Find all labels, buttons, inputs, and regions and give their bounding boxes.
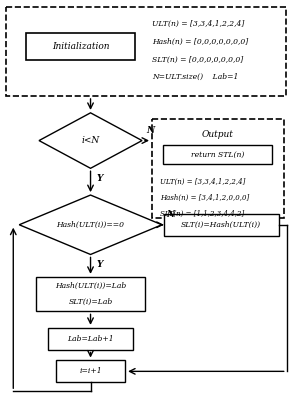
Polygon shape xyxy=(39,113,142,168)
FancyBboxPatch shape xyxy=(36,277,145,312)
Text: i<N: i<N xyxy=(81,136,100,145)
Text: SLT(n) = [0,0,0,0,0,0,0]: SLT(n) = [0,0,0,0,0,0,0] xyxy=(152,55,243,63)
Text: SLT(i)=Lab: SLT(i)=Lab xyxy=(68,298,113,306)
Polygon shape xyxy=(19,195,162,254)
Text: ULT(n) = [3,3,4,1,2,2,4]: ULT(n) = [3,3,4,1,2,2,4] xyxy=(160,178,245,186)
Text: Lab=Lab+1: Lab=Lab+1 xyxy=(67,335,114,343)
FancyBboxPatch shape xyxy=(48,328,133,350)
Text: Hash(ULT(i))=Lab: Hash(ULT(i))=Lab xyxy=(55,282,126,290)
Text: Hash(n) = [0,0,0,0,0,0,0]: Hash(n) = [0,0,0,0,0,0,0] xyxy=(152,38,248,46)
Text: SLT(n) = [1,1,2,3,4,4,2]: SLT(n) = [1,1,2,3,4,4,2] xyxy=(160,210,244,218)
FancyBboxPatch shape xyxy=(152,119,284,218)
Text: return STL(n): return STL(n) xyxy=(191,150,244,158)
Text: Y: Y xyxy=(96,260,103,270)
Text: ULT(n) = [3,3,4,1,2,2,4]: ULT(n) = [3,3,4,1,2,2,4] xyxy=(152,20,244,28)
Text: Initialization: Initialization xyxy=(52,42,110,51)
Text: SLT(i)=Hash(ULT(i)): SLT(i)=Hash(ULT(i)) xyxy=(181,221,261,229)
Text: i=i+1: i=i+1 xyxy=(79,367,102,375)
Text: N=ULT.size()    Lab=1: N=ULT.size() Lab=1 xyxy=(152,73,238,81)
FancyBboxPatch shape xyxy=(56,360,125,382)
Text: N: N xyxy=(166,210,174,219)
Text: N: N xyxy=(146,126,154,135)
FancyBboxPatch shape xyxy=(163,144,272,164)
Text: Output: Output xyxy=(202,130,234,139)
Text: Hash(ULT(i))==0: Hash(ULT(i))==0 xyxy=(57,221,124,229)
FancyBboxPatch shape xyxy=(26,33,135,60)
Text: Hash(n) = [3,4,1,2,0,0,0]: Hash(n) = [3,4,1,2,0,0,0] xyxy=(160,194,249,202)
Text: Y: Y xyxy=(96,174,103,183)
FancyBboxPatch shape xyxy=(6,7,286,96)
FancyBboxPatch shape xyxy=(164,214,279,236)
